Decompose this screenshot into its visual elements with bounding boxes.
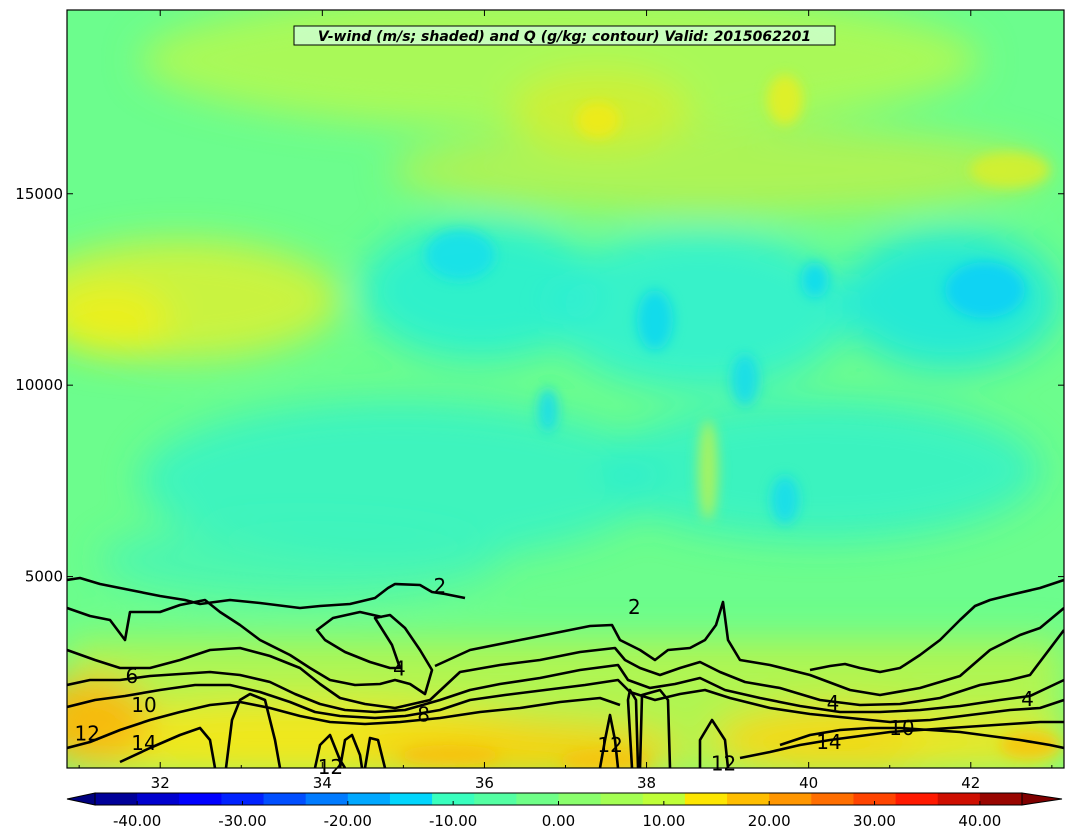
contour-label: 10: [889, 716, 914, 740]
contour-label: 14: [131, 731, 156, 755]
colorbar-tick-label: 30.00: [853, 812, 896, 830]
colorbar-segment: [432, 793, 475, 805]
chart-title-box: V-wind (m/s; shaded) and Q (g/kg; contou…: [293, 25, 836, 46]
contour-label: 6: [125, 664, 138, 688]
y-tick-label: 10000: [15, 376, 63, 394]
contour-2: [67, 576, 1064, 674]
x-tick-label: 42: [961, 774, 980, 792]
colorbar-segment: [179, 793, 222, 805]
colorbar: -40.00 -30.00 -20.00 -10.00 0.00 10.00 20.00 30…: [66, 792, 1063, 830]
colorbar-tick-label: -20.00: [324, 812, 372, 830]
contour-8: [67, 663, 1064, 714]
x-tick-label: 38: [637, 774, 656, 792]
contour-label: 2: [628, 595, 641, 619]
colorbar-segment: [600, 793, 644, 805]
contour-label: 8: [417, 702, 430, 726]
colorbar-segment: [137, 793, 180, 805]
colorbar-segment: [642, 793, 686, 805]
colorbar-segment: [811, 793, 854, 805]
colorbar-segment: [684, 793, 728, 805]
x-tick-label: 40: [799, 774, 818, 792]
colorbar-tick-label: 40.00: [958, 812, 1001, 830]
contour-label: 12: [75, 722, 100, 746]
x-tick-label: 32: [151, 774, 170, 792]
colorbar-segment: [263, 793, 307, 805]
colorbar-tick-label: 20.00: [748, 812, 791, 830]
title-background: [293, 25, 836, 46]
colorbar-segment: [558, 793, 602, 805]
colorbar-segment: [95, 793, 138, 805]
shaded-field: [67, 10, 1064, 768]
colorbar-tick-label: -10.00: [429, 812, 477, 830]
contour-label: 4: [393, 656, 406, 680]
contour-14: [119, 692, 1064, 768]
contour-label: 14: [816, 730, 841, 754]
colorbar-segment: [853, 793, 897, 805]
colorbar-segment: [474, 793, 517, 805]
x-tick-label: 36: [475, 774, 494, 792]
colorbar-tick-label: 10.00: [642, 812, 685, 830]
colorbar-segment: [305, 793, 349, 805]
colorbar-segment: [727, 793, 770, 805]
colorbar-tick-label: 0.00: [542, 812, 575, 830]
colorbar-segment: [895, 793, 939, 805]
contour-label: 2: [433, 574, 446, 598]
colorbar-segment: [769, 793, 812, 805]
colorbar-tick-label: -40.00: [113, 812, 161, 830]
y-tick-label: 5000: [25, 568, 63, 586]
y-tick-label: 15000: [15, 185, 63, 203]
chart-title: V-wind (m/s; shaded) and Q (g/kg; contou…: [318, 29, 811, 45]
colorbar-segment: [516, 793, 559, 805]
contour-label: 4: [827, 691, 840, 715]
x-axis: 32 34 36 38 40 42: [78, 10, 1053, 792]
contour-label: 10: [131, 693, 156, 717]
colorbar-extend-max: [1021, 792, 1063, 806]
contour-12b: [598, 688, 730, 768]
field-blobs-small: [400, 75, 1060, 768]
field-blobs-large: [67, 10, 1064, 768]
colorbar-segment: [979, 793, 1023, 805]
contour-6: [67, 629, 1064, 710]
colorbar-segment: [221, 793, 265, 805]
colorbar-segment: [389, 793, 433, 805]
colorbar-tick-label: -30.00: [218, 812, 266, 830]
colorbar-segment: [937, 793, 981, 805]
contour-label: 12: [597, 733, 622, 757]
colorbar-segment: [347, 793, 391, 805]
contour-10: [67, 678, 1064, 724]
x-tick-label: 34: [313, 774, 332, 792]
contour-lines: [67, 576, 1064, 768]
contour-label: 12: [711, 751, 736, 775]
contour-label: 4: [1021, 687, 1034, 711]
contour-12: [67, 696, 1064, 760]
y-axis: 5000 10000 15000: [15, 185, 1064, 586]
contour-4: [67, 598, 1064, 697]
colorbar-extend-min: [66, 792, 96, 806]
